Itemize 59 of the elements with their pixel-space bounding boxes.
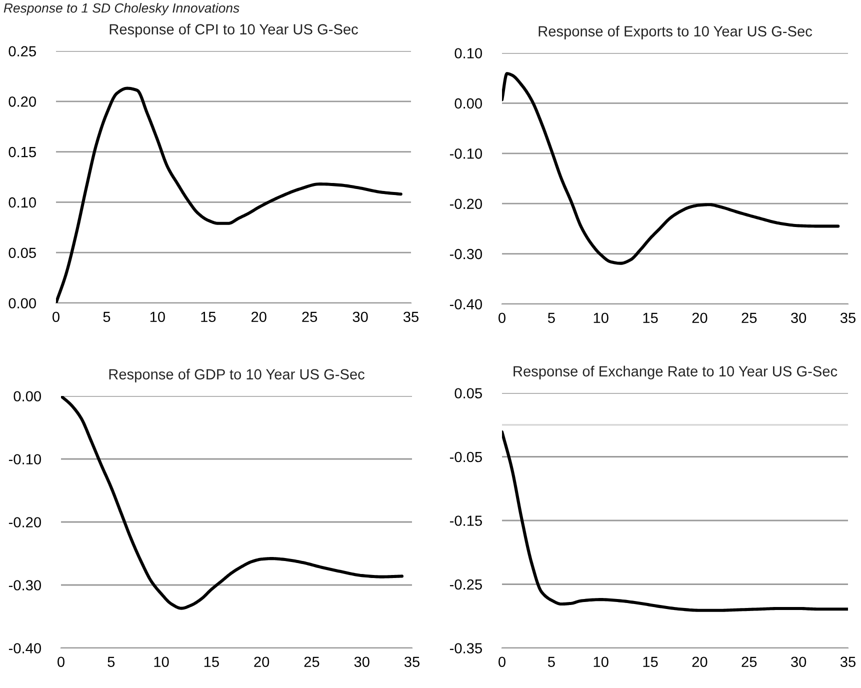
x-tick-label: 15 bbox=[643, 656, 658, 668]
y-tick-label: -0.35 bbox=[450, 643, 482, 654]
x-tick-label: 20 bbox=[692, 312, 708, 324]
x-tick-label: 15 bbox=[643, 312, 658, 324]
x-tick-label: 15 bbox=[204, 656, 219, 668]
x-tick-label: 35 bbox=[840, 656, 856, 668]
y-tick-label: 0.00 bbox=[14, 391, 41, 402]
y-tick-label: 0.20 bbox=[8, 96, 36, 107]
x-tick-label: 30 bbox=[791, 656, 806, 668]
y-tick-label: -0.40 bbox=[8, 643, 41, 654]
x-tick-label: 30 bbox=[352, 312, 368, 322]
x-tick-label: 10 bbox=[150, 312, 165, 322]
text: Response to 1 SD Cholesky Innovations bbox=[4, 3, 240, 16]
x-tick-label: 25 bbox=[742, 312, 757, 324]
x-tick-label: 10 bbox=[154, 656, 169, 668]
y-tick-label: -0.30 bbox=[8, 580, 41, 590]
x-tick-label: 5 bbox=[108, 656, 115, 668]
y-tick-label: -0.10 bbox=[8, 454, 41, 464]
y-tick-label: -0.15 bbox=[450, 516, 482, 526]
x-tick-label: 30 bbox=[354, 656, 370, 668]
y-tick-label: -0.30 bbox=[450, 248, 482, 260]
y-tick-label: 0.10 bbox=[8, 197, 36, 208]
x-tick-label: 0 bbox=[498, 656, 506, 668]
y-tick-label: -0.40 bbox=[450, 299, 482, 310]
chart-title: Response of Exchange Rate to 10 Year US G-Sec bbox=[514, 366, 838, 380]
x-tick-label: 10 bbox=[594, 656, 608, 668]
x-tick-label: 10 bbox=[594, 312, 608, 324]
x-tick-label: 20 bbox=[254, 656, 270, 668]
x-tick-label: 35 bbox=[403, 312, 418, 322]
y-tick-label: -0.05 bbox=[450, 452, 482, 462]
x-tick-label: 20 bbox=[251, 312, 266, 322]
x-tick-label: 5 bbox=[548, 656, 555, 668]
x-tick-label: 35 bbox=[840, 312, 856, 324]
x-tick-label: 25 bbox=[302, 312, 318, 322]
x-tick-label: 5 bbox=[103, 312, 110, 322]
x-tick-label: 5 bbox=[548, 312, 555, 324]
y-tick-label: 0.25 bbox=[8, 46, 36, 56]
y-tick-label: 0.15 bbox=[8, 146, 36, 158]
y-tick-label: 0.05 bbox=[454, 388, 482, 398]
x-tick-label: 15 bbox=[201, 312, 216, 322]
y-tick-label: 0.10 bbox=[454, 48, 482, 58]
x-tick-label: 20 bbox=[692, 656, 708, 668]
chart-title: Response of Exports to 10 Year US G-Sec bbox=[538, 26, 812, 40]
y-tick-label: 0.00 bbox=[454, 98, 482, 109]
y-tick-label: 0.00 bbox=[8, 298, 36, 308]
x-tick-label: 0 bbox=[498, 312, 506, 324]
x-tick-label: 0 bbox=[58, 656, 64, 668]
chart-title: Response of GDP to 10 Year US G-Sec bbox=[109, 368, 364, 382]
x-tick-label: 25 bbox=[742, 656, 757, 668]
x-tick-label: 25 bbox=[304, 656, 320, 668]
x-tick-label: 35 bbox=[404, 656, 420, 668]
chart-title: Response of CPI to 10 Year US G-Sec bbox=[110, 24, 358, 38]
y-tick-label: -0.10 bbox=[450, 148, 482, 159]
y-tick-label: -0.25 bbox=[450, 579, 482, 590]
x-tick-label: 0 bbox=[52, 312, 60, 322]
x-tick-label: 30 bbox=[791, 312, 806, 324]
y-tick-label: 0.05 bbox=[8, 248, 36, 258]
y-tick-label: -0.20 bbox=[450, 198, 482, 210]
y-tick-label: -0.20 bbox=[8, 517, 41, 528]
